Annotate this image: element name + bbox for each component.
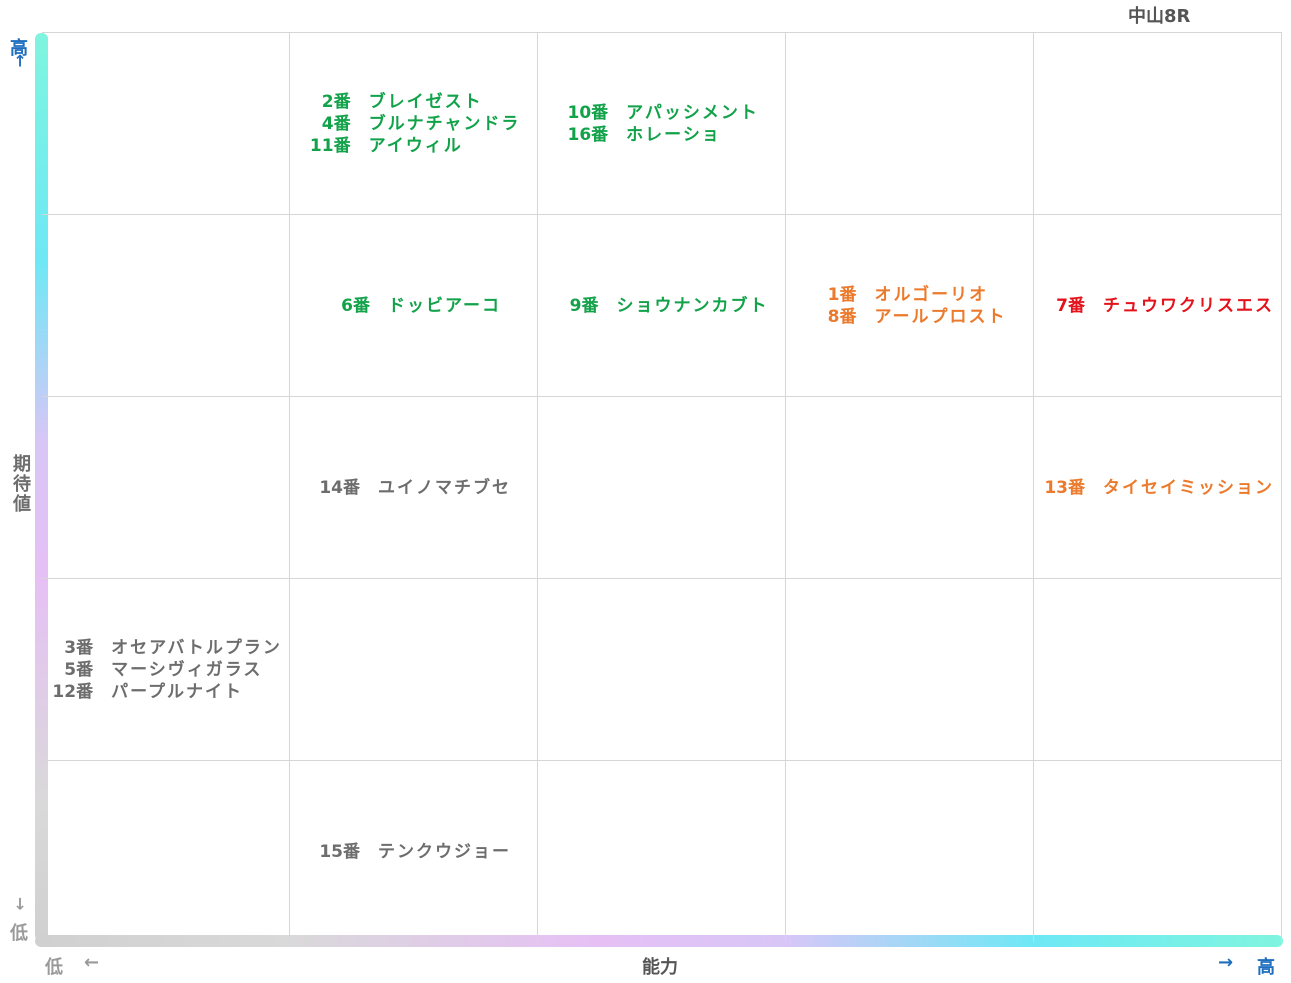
y-axis-bar [35,33,48,941]
horse-number: 2番 [321,91,351,112]
x-axis-label: 能力 [642,957,678,978]
y-axis-high-label: 高 [10,38,28,59]
horse-name: タイセイミッション [1103,477,1274,498]
horse-name: マーシヴィガラス [111,659,263,680]
horse-entry: 5番 マーシヴィガラス [49,659,282,681]
horse-entry: 9番 ショウナンカブト [555,295,769,317]
horse-entry: 7番 チュウワクリスエス [1041,295,1274,317]
horse-name: ドッビアーコ [388,295,501,316]
horse-entry: 16番 ホレーショ [564,124,759,146]
horse-number: 8番 [827,306,857,327]
horse-name: アパッシメント [626,102,759,123]
horse-entry: 3番 オセアバトルプラン [49,637,282,659]
grid-cell [786,578,1034,760]
horse-entry: 13番 タイセイミッション [1041,477,1274,499]
grid-cell [42,760,290,942]
horse-list: 10番 アパッシメント 16番 ホレーショ [564,102,759,146]
horse-list: 6番 ドッビアーコ [326,295,501,317]
horse-entry: 12番 パープルナイト [49,681,282,703]
horse-number: 16番 [567,124,609,145]
horse-list: 7番 チュウワクリスエス [1041,295,1274,317]
grid-cell [1034,760,1282,942]
grid-cell: 1番 オルゴーリオ 8番 アールプロスト [786,214,1034,396]
horse-entry: 4番 ブルナチャンドラ [307,113,521,135]
horse-name: オセアバトルプラン [111,637,282,658]
grid-cell: 3番 オセアバトルプラン 5番 マーシヴィガラス 12番 パープルナイト [42,578,290,760]
horse-list: 2番 ブレイゼスト 4番 ブルナチャンドラ 11番 アイウィル [307,91,521,157]
horse-name: アイウィル [368,135,463,156]
grid-cell: 13番 タイセイミッション [1034,396,1282,578]
horse-entry: 14番 ユイノマチブセ [316,477,511,499]
horse-name: ホレーショ [626,124,721,145]
grid-cell: 9番 ショウナンカブト [538,214,786,396]
grid-cell [538,396,786,578]
horse-list: 14番 ユイノマチブセ [316,477,511,499]
grid-cell [786,396,1034,578]
horse-number: 1番 [827,284,857,305]
horse-list: 13番 タイセイミッション [1041,477,1274,499]
horse-number: 11番 [309,135,351,156]
horse-name: ブレイゼスト [368,91,483,112]
grid-cell [1034,578,1282,760]
horse-number: 14番 [319,477,360,498]
horse-entry: 11番 アイウィル [307,135,521,157]
x-axis-bar [35,935,1283,947]
grid-cell [786,32,1034,214]
horse-number: 3番 [64,637,94,658]
x-axis-high-label: 高 [1257,957,1275,978]
horse-number: 6番 [341,295,370,316]
horse-number: 5番 [64,659,94,680]
x-axis-low-label: 低 [45,957,63,978]
grid-cell [42,396,290,578]
horse-number: 9番 [569,295,599,316]
horse-name: パープルナイト [111,681,244,702]
grid-cell: 10番 アパッシメント 16番 ホレーショ [538,32,786,214]
horse-number: 13番 [1044,477,1085,498]
grid-cell [42,32,290,214]
grid-cell [538,760,786,942]
horse-list: 15番 テンクウジョー [316,841,511,863]
horse-list: 1番 オルゴーリオ 8番 アールプロスト [813,284,1007,328]
horse-number: 10番 [567,102,609,123]
horse-entry: 10番 アパッシメント [564,102,759,124]
horse-entry: 8番 アールプロスト [813,306,1007,328]
grid-cell [786,760,1034,942]
horse-name: テンクウジョー [378,841,511,862]
horse-name: ブルナチャンドラ [368,113,521,134]
horse-number: 12番 [52,681,94,702]
x-axis-right-arrow-icon: → [1218,952,1234,973]
horse-number: 7番 [1056,295,1085,316]
horse-name: オルゴーリオ [874,284,989,305]
x-axis-left-arrow-icon: ← [84,952,100,973]
grid-cell: 7番 チュウワクリスエス [1034,214,1282,396]
horse-name: チュウワクリスエス [1103,295,1274,316]
chart-grid: 2番 ブレイゼスト 4番 ブルナチャンドラ 11番 アイウィル 10番 アパッシメント 16番ホ… [42,32,1282,942]
y-axis-up-arrow-icon: ← [11,54,30,68]
horse-number: 15番 [319,841,360,862]
grid-cell [42,214,290,396]
horse-number: 4番 [321,113,351,134]
race-title: 中山8R [1128,6,1191,27]
horse-name: ユイノマチブセ [378,477,511,498]
y-axis-down-arrow-icon: → [11,897,30,911]
horse-entry: 1番 オルゴーリオ [813,284,1007,306]
horse-entry: 2番 ブレイゼスト [307,91,521,113]
grid-cell: 2番 ブレイゼスト 4番 ブルナチャンドラ 11番 アイウィル [290,32,538,214]
y-axis-label: 期待値 [10,454,31,514]
grid-cell [290,578,538,760]
horse-name: ショウナンカブト [616,295,769,316]
horse-list: 3番 オセアバトルプラン 5番 マーシヴィガラス 12番 パープルナイト [49,637,282,703]
horse-entry: 6番 ドッビアーコ [326,295,501,317]
horse-entry: 15番 テンクウジョー [316,841,511,863]
horse-name: アールプロスト [874,306,1007,327]
y-axis-low-label: 低 [10,923,28,944]
grid-cell: 14番 ユイノマチブセ [290,396,538,578]
horse-list: 9番 ショウナンカブト [555,295,769,317]
grid-cell: 6番 ドッビアーコ [290,214,538,396]
grid-cell [538,578,786,760]
grid-cell [1034,32,1282,214]
grid-cell: 15番 テンクウジョー [290,760,538,942]
